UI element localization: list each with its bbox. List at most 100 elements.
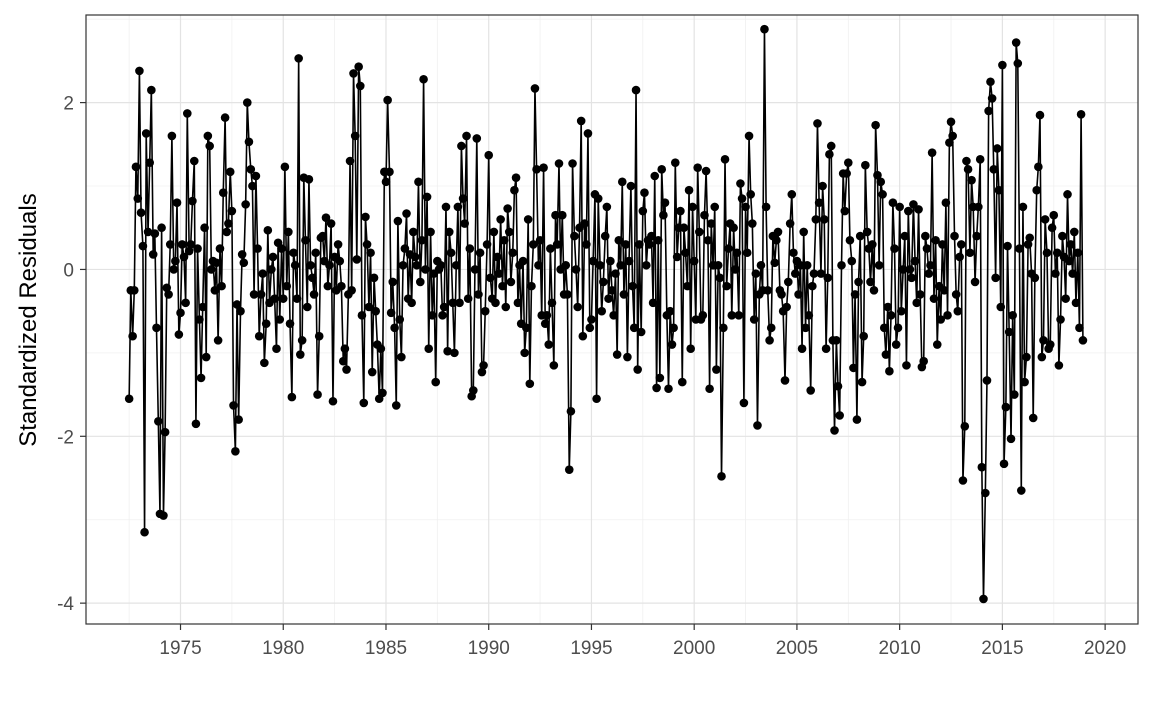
- data-point: [936, 315, 946, 324]
- data-point: [417, 235, 427, 245]
- data-point: [958, 476, 968, 485]
- data-point: [806, 386, 815, 395]
- data-point: [676, 206, 685, 216]
- data-point: [580, 219, 589, 228]
- data-point: [222, 227, 232, 237]
- data-point: [504, 227, 514, 237]
- data-point: [154, 416, 163, 426]
- data-point: [1061, 294, 1070, 303]
- data-point: [932, 340, 942, 349]
- data-point: [903, 206, 913, 216]
- data-point: [205, 141, 214, 151]
- data-point: [124, 394, 134, 404]
- data-point: [635, 240, 644, 249]
- data-point: [624, 256, 634, 266]
- data-point: [729, 223, 738, 233]
- data-point: [905, 265, 915, 274]
- data-point: [453, 202, 463, 212]
- data-point: [727, 311, 737, 320]
- data-point: [854, 277, 863, 287]
- data-point: [970, 277, 980, 287]
- data-point: [289, 248, 298, 258]
- data-point: [576, 116, 586, 126]
- data-point: [642, 260, 651, 270]
- data-point: [756, 260, 766, 270]
- data-point: [518, 256, 528, 266]
- data-point: [472, 134, 482, 143]
- data-point: [686, 344, 695, 354]
- data-point: [390, 323, 399, 333]
- data-point: [296, 350, 305, 359]
- data-point: [734, 311, 744, 320]
- data-point: [987, 94, 997, 103]
- data-point: [797, 344, 807, 354]
- data-point: [239, 258, 249, 268]
- plot-panel-border: [85, 14, 1139, 625]
- data-point: [494, 269, 504, 278]
- data-point: [227, 206, 237, 216]
- data-point: [421, 265, 430, 274]
- data-point: [465, 244, 475, 253]
- data-point: [256, 290, 266, 299]
- x-tick-label: 2010: [879, 638, 921, 659]
- data-point: [669, 323, 678, 333]
- data-point: [843, 158, 853, 167]
- data-point: [927, 148, 937, 157]
- data-point: [953, 306, 963, 316]
- data-point: [924, 269, 934, 278]
- data-point: [287, 392, 297, 402]
- data-point: [701, 166, 711, 176]
- data-point: [140, 527, 149, 537]
- data-point: [147, 85, 156, 95]
- data-point: [210, 286, 220, 295]
- data-point: [972, 231, 982, 241]
- x-tick-label: 2020: [1084, 638, 1126, 659]
- data-point: [561, 260, 571, 270]
- data-point: [527, 281, 536, 291]
- data-point: [950, 231, 959, 241]
- data-point: [845, 235, 855, 245]
- data-point: [133, 194, 143, 203]
- data-point: [314, 331, 324, 341]
- data-point: [542, 311, 552, 320]
- data-point: [941, 198, 951, 208]
- data-point: [715, 273, 725, 283]
- data-point: [1035, 110, 1045, 120]
- data-point: [171, 256, 180, 266]
- data-point: [847, 256, 857, 266]
- data-point: [992, 144, 1002, 153]
- x-tick-label: 2015: [981, 638, 1023, 659]
- data-point: [424, 344, 434, 354]
- data-point: [313, 390, 322, 399]
- data-point: [441, 202, 451, 212]
- data-point: [195, 315, 204, 324]
- data-point: [866, 277, 875, 287]
- data-point: [508, 248, 518, 258]
- data-point: [179, 252, 189, 262]
- data-point: [766, 323, 776, 333]
- data-point: [897, 306, 906, 316]
- data-point: [1075, 323, 1084, 333]
- data-point: [772, 235, 781, 245]
- data-point: [1034, 162, 1043, 172]
- data-point: [621, 240, 631, 249]
- data-point: [275, 315, 285, 324]
- data-point: [1015, 244, 1024, 253]
- data-point: [1056, 315, 1065, 324]
- data-point: [1052, 248, 1062, 258]
- data-point: [975, 155, 985, 164]
- data-point: [174, 330, 184, 339]
- data-point: [462, 131, 471, 141]
- data-point: [1028, 413, 1038, 423]
- data-point: [280, 162, 290, 172]
- data-point: [885, 366, 894, 376]
- data-point: [410, 252, 420, 262]
- data-point: [592, 394, 601, 404]
- data-point: [311, 248, 321, 258]
- data-point: [1022, 352, 1031, 362]
- data-point: [751, 269, 761, 278]
- data-point: [868, 240, 877, 249]
- data-point: [557, 210, 567, 220]
- data-point: [207, 265, 216, 274]
- data-point: [1058, 231, 1067, 241]
